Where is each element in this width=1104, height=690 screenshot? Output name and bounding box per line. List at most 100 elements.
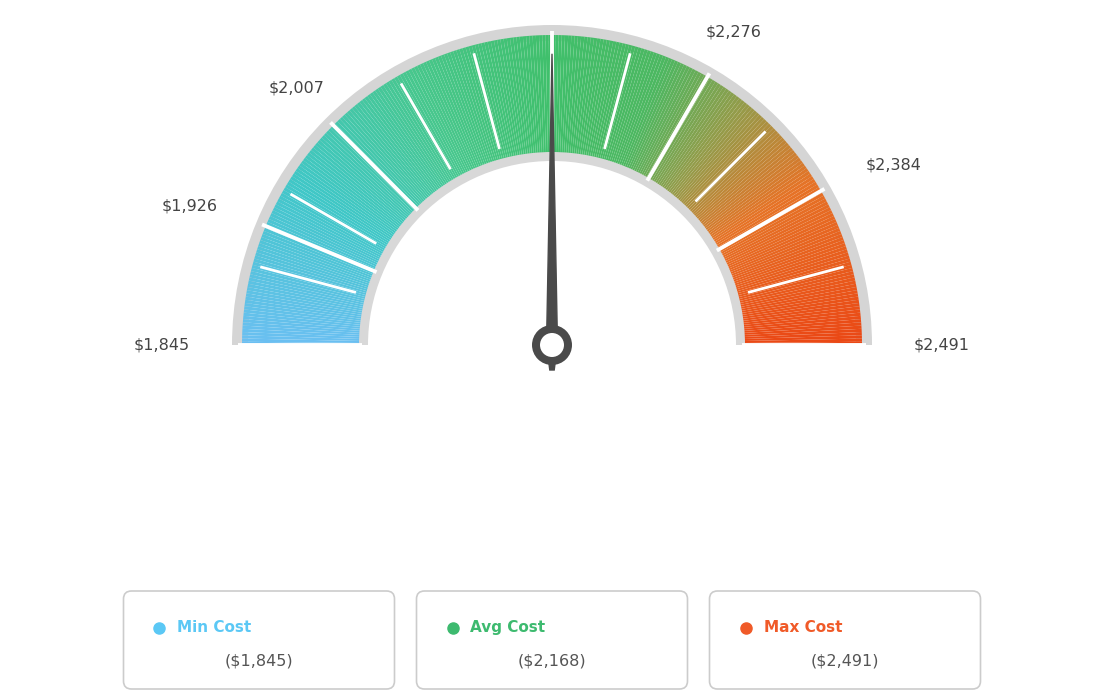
Wedge shape [261, 237, 379, 282]
Wedge shape [389, 80, 456, 188]
Wedge shape [287, 181, 395, 249]
Wedge shape [510, 37, 529, 161]
Wedge shape [309, 150, 408, 230]
Wedge shape [242, 332, 368, 339]
Wedge shape [735, 306, 860, 324]
Wedge shape [326, 130, 418, 218]
Wedge shape [731, 268, 853, 301]
Wedge shape [599, 46, 636, 167]
Wedge shape [565, 36, 577, 161]
Wedge shape [432, 58, 482, 175]
Wedge shape [420, 63, 475, 177]
Wedge shape [246, 290, 370, 314]
Wedge shape [381, 85, 452, 191]
Wedge shape [319, 137, 414, 223]
Wedge shape [386, 81, 455, 189]
Wedge shape [453, 50, 495, 170]
Wedge shape [711, 187, 820, 253]
Wedge shape [394, 77, 459, 186]
Wedge shape [598, 45, 633, 166]
Wedge shape [643, 75, 707, 185]
Wedge shape [611, 51, 654, 170]
Wedge shape [244, 306, 369, 324]
Wedge shape [297, 166, 401, 239]
FancyBboxPatch shape [710, 591, 980, 689]
Wedge shape [626, 61, 678, 176]
Wedge shape [596, 44, 629, 166]
Wedge shape [246, 293, 370, 316]
Wedge shape [713, 193, 824, 256]
Wedge shape [620, 57, 669, 174]
Wedge shape [570, 37, 584, 161]
Wedge shape [284, 187, 393, 253]
Wedge shape [655, 87, 726, 192]
Wedge shape [264, 228, 381, 277]
Wedge shape [660, 95, 736, 197]
Wedge shape [737, 339, 862, 343]
Wedge shape [475, 44, 508, 166]
Wedge shape [728, 249, 848, 290]
Wedge shape [256, 249, 376, 290]
Wedge shape [714, 196, 825, 257]
Wedge shape [375, 88, 448, 193]
Circle shape [532, 325, 572, 365]
Wedge shape [317, 140, 413, 224]
Wedge shape [694, 148, 793, 228]
Wedge shape [735, 297, 859, 318]
Wedge shape [444, 53, 489, 172]
Wedge shape [726, 243, 846, 286]
Wedge shape [708, 179, 816, 248]
Wedge shape [290, 176, 396, 246]
Wedge shape [468, 46, 505, 167]
Wedge shape [593, 43, 623, 165]
Wedge shape [573, 37, 591, 161]
Wedge shape [542, 35, 548, 160]
Wedge shape [737, 342, 862, 345]
Wedge shape [613, 52, 657, 171]
Wedge shape [490, 41, 518, 164]
Wedge shape [729, 253, 849, 292]
Wedge shape [676, 115, 762, 209]
Wedge shape [552, 35, 555, 160]
Wedge shape [733, 277, 856, 306]
Wedge shape [729, 255, 850, 293]
Wedge shape [635, 68, 692, 180]
Wedge shape [305, 155, 406, 233]
Wedge shape [403, 72, 465, 183]
Wedge shape [279, 196, 390, 257]
Wedge shape [701, 160, 803, 236]
Wedge shape [493, 40, 519, 164]
Text: $2,276: $2,276 [705, 24, 762, 39]
Wedge shape [478, 43, 510, 166]
Wedge shape [624, 59, 676, 175]
Wedge shape [532, 35, 542, 160]
Wedge shape [730, 259, 850, 295]
Wedge shape [338, 119, 425, 211]
Wedge shape [686, 130, 778, 218]
Wedge shape [245, 297, 369, 318]
Wedge shape [354, 104, 436, 202]
Wedge shape [734, 290, 858, 314]
Wedge shape [304, 157, 405, 235]
Wedge shape [293, 173, 397, 244]
Wedge shape [274, 204, 388, 263]
Wedge shape [397, 75, 461, 185]
Wedge shape [659, 92, 734, 195]
Wedge shape [645, 77, 710, 186]
Wedge shape [307, 152, 407, 232]
Wedge shape [243, 316, 368, 330]
Wedge shape [602, 46, 638, 168]
Wedge shape [733, 284, 857, 310]
Wedge shape [251, 271, 372, 303]
Wedge shape [520, 37, 534, 161]
Wedge shape [629, 63, 684, 177]
Wedge shape [352, 106, 434, 204]
Wedge shape [242, 328, 368, 337]
Wedge shape [667, 102, 747, 201]
Text: ($2,168): ($2,168) [518, 653, 586, 668]
Wedge shape [253, 262, 374, 297]
Text: Avg Cost: Avg Cost [470, 620, 545, 635]
Wedge shape [328, 128, 420, 217]
Wedge shape [497, 39, 521, 163]
Wedge shape [677, 117, 764, 210]
